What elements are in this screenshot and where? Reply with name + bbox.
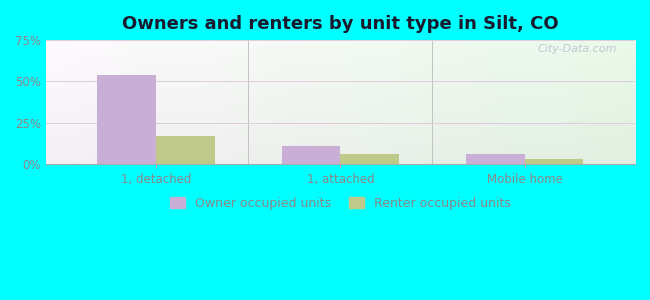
Bar: [525, 159, 584, 164]
Bar: [281, 146, 341, 164]
Title: Owners and renters by unit type in Silt, CO: Owners and renters by unit type in Silt,…: [122, 15, 559, 33]
Legend: Owner occupied units, Renter occupied units: Owner occupied units, Renter occupied un…: [170, 197, 512, 210]
Text: City-Data.com: City-Data.com: [538, 44, 618, 54]
Bar: [156, 136, 215, 164]
Bar: [98, 75, 156, 164]
Bar: [341, 154, 399, 164]
Bar: [465, 154, 525, 164]
